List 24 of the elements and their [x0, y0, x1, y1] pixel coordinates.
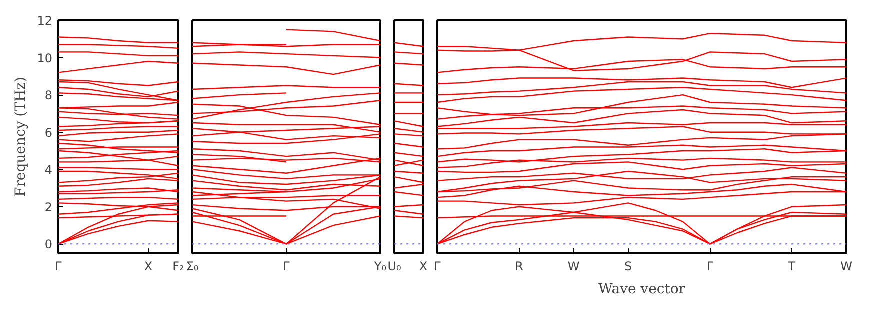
x-tick-label: T [787, 260, 796, 274]
x-tick-label: Γ [434, 260, 442, 274]
x-tick-label: Y₀ [373, 260, 387, 274]
y-tick-label: 12 [37, 14, 53, 28]
y-tick-label: 10 [37, 51, 53, 66]
x-tick-label: Γ [283, 260, 290, 274]
x-tick-label: R [515, 260, 524, 274]
y-tick-label: 8 [44, 88, 53, 103]
y-tick-label: 6 [44, 126, 53, 140]
y-tick-label: 0 [44, 238, 53, 252]
x-tick-label: W [568, 260, 580, 274]
x-tick-label: Γ [706, 260, 714, 274]
y-tick-label: 4 [44, 163, 53, 178]
x-axis-title: Wave vector [598, 282, 686, 298]
x-tick-label: F₂ [172, 260, 185, 274]
y-axis-title: Frequency (THz) [13, 76, 30, 198]
x-tick-label: S [624, 260, 632, 274]
x-tick-label: Γ [55, 260, 62, 274]
y-tick-label: 2 [44, 200, 53, 214]
x-tick-label: U₀ [388, 260, 402, 274]
x-tick-label: X [419, 260, 428, 274]
x-tick-label: X [144, 260, 153, 274]
x-tick-label: W [840, 260, 853, 274]
x-tick-label: Σ₀ [186, 260, 199, 274]
